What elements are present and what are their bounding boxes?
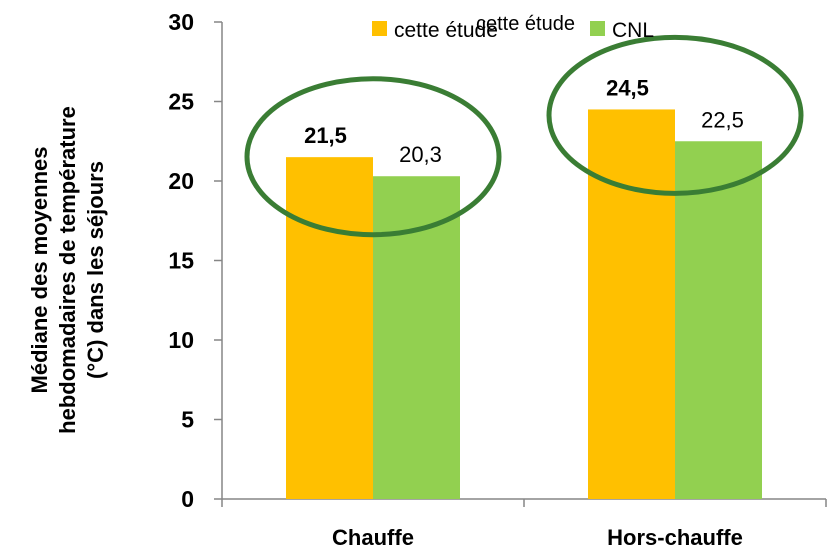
bar [286, 157, 373, 499]
data-label: 20,3 [399, 142, 442, 167]
y-tick-label: 0 [181, 486, 194, 512]
highlight-ellipse [546, 34, 804, 196]
legend-label: CNL [612, 19, 654, 42]
y-axis-label: Médiane des moyennes hebdomadaires de tem… [27, 106, 108, 434]
legend-swatch [590, 21, 605, 36]
bars [286, 109, 762, 500]
y-tick-label: 5 [181, 407, 194, 433]
y-tick-label: 30 [168, 9, 194, 35]
data-label: 21,5 [304, 123, 347, 148]
bar [373, 176, 460, 500]
value-labels: 21,5 20,3 24,5 22,5 [304, 75, 744, 167]
bar [675, 141, 762, 499]
y-tick-label: 20 [168, 168, 194, 194]
y-tick-label: 15 [168, 248, 194, 274]
data-label: 24,5 [606, 75, 649, 100]
x-tick-label: Chauffe [332, 525, 414, 550]
legend-label: cette étude [394, 19, 498, 42]
x-axis: Chauffe Hors-chauffe [221, 498, 827, 550]
y-tick-label: 25 [168, 89, 194, 115]
legend-overprint: cette étude [476, 13, 575, 35]
data-label: 22,5 [701, 107, 744, 132]
y-axis: 0 5 10 15 20 25 30 [168, 9, 223, 512]
y-axis-title-line: hebdomadaires de température [55, 106, 80, 434]
x-tick-label: Hors-chauffe [607, 525, 743, 550]
y-axis-title-line: (°C) dans les séjours [83, 161, 108, 379]
highlight-ellipses [244, 34, 804, 238]
legend-swatch [372, 21, 387, 36]
y-axis-title: Médiane des moyennes hebdomadaires de tem… [27, 106, 108, 434]
highlight-ellipse [244, 76, 502, 238]
y-axis-title-line: Médiane des moyennes [27, 147, 52, 394]
y-tick-label: 10 [168, 327, 194, 353]
bar [588, 109, 675, 499]
